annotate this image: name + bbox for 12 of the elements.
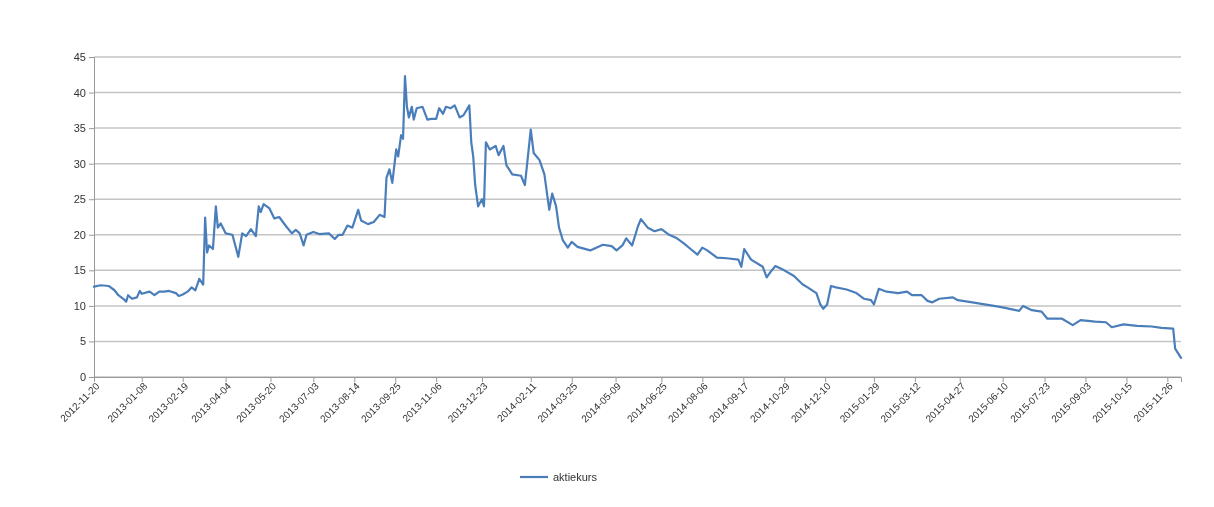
y-tick-label: 30: [73, 157, 86, 170]
y-tick-label: 25: [73, 193, 86, 206]
y-tick-label: 40: [73, 86, 86, 99]
y-tick-label: 35: [73, 122, 86, 135]
y-tick-label: 0: [79, 371, 86, 384]
y-tick-label: 20: [73, 228, 86, 241]
y-tick-label: 45: [73, 51, 86, 64]
y-tick-label: 15: [73, 264, 86, 277]
line-series: [92, 75, 1183, 359]
y-tick-label: 10: [73, 299, 86, 312]
legend-label: aktiekurs: [553, 471, 598, 483]
y-tick-label: 5: [79, 335, 86, 348]
